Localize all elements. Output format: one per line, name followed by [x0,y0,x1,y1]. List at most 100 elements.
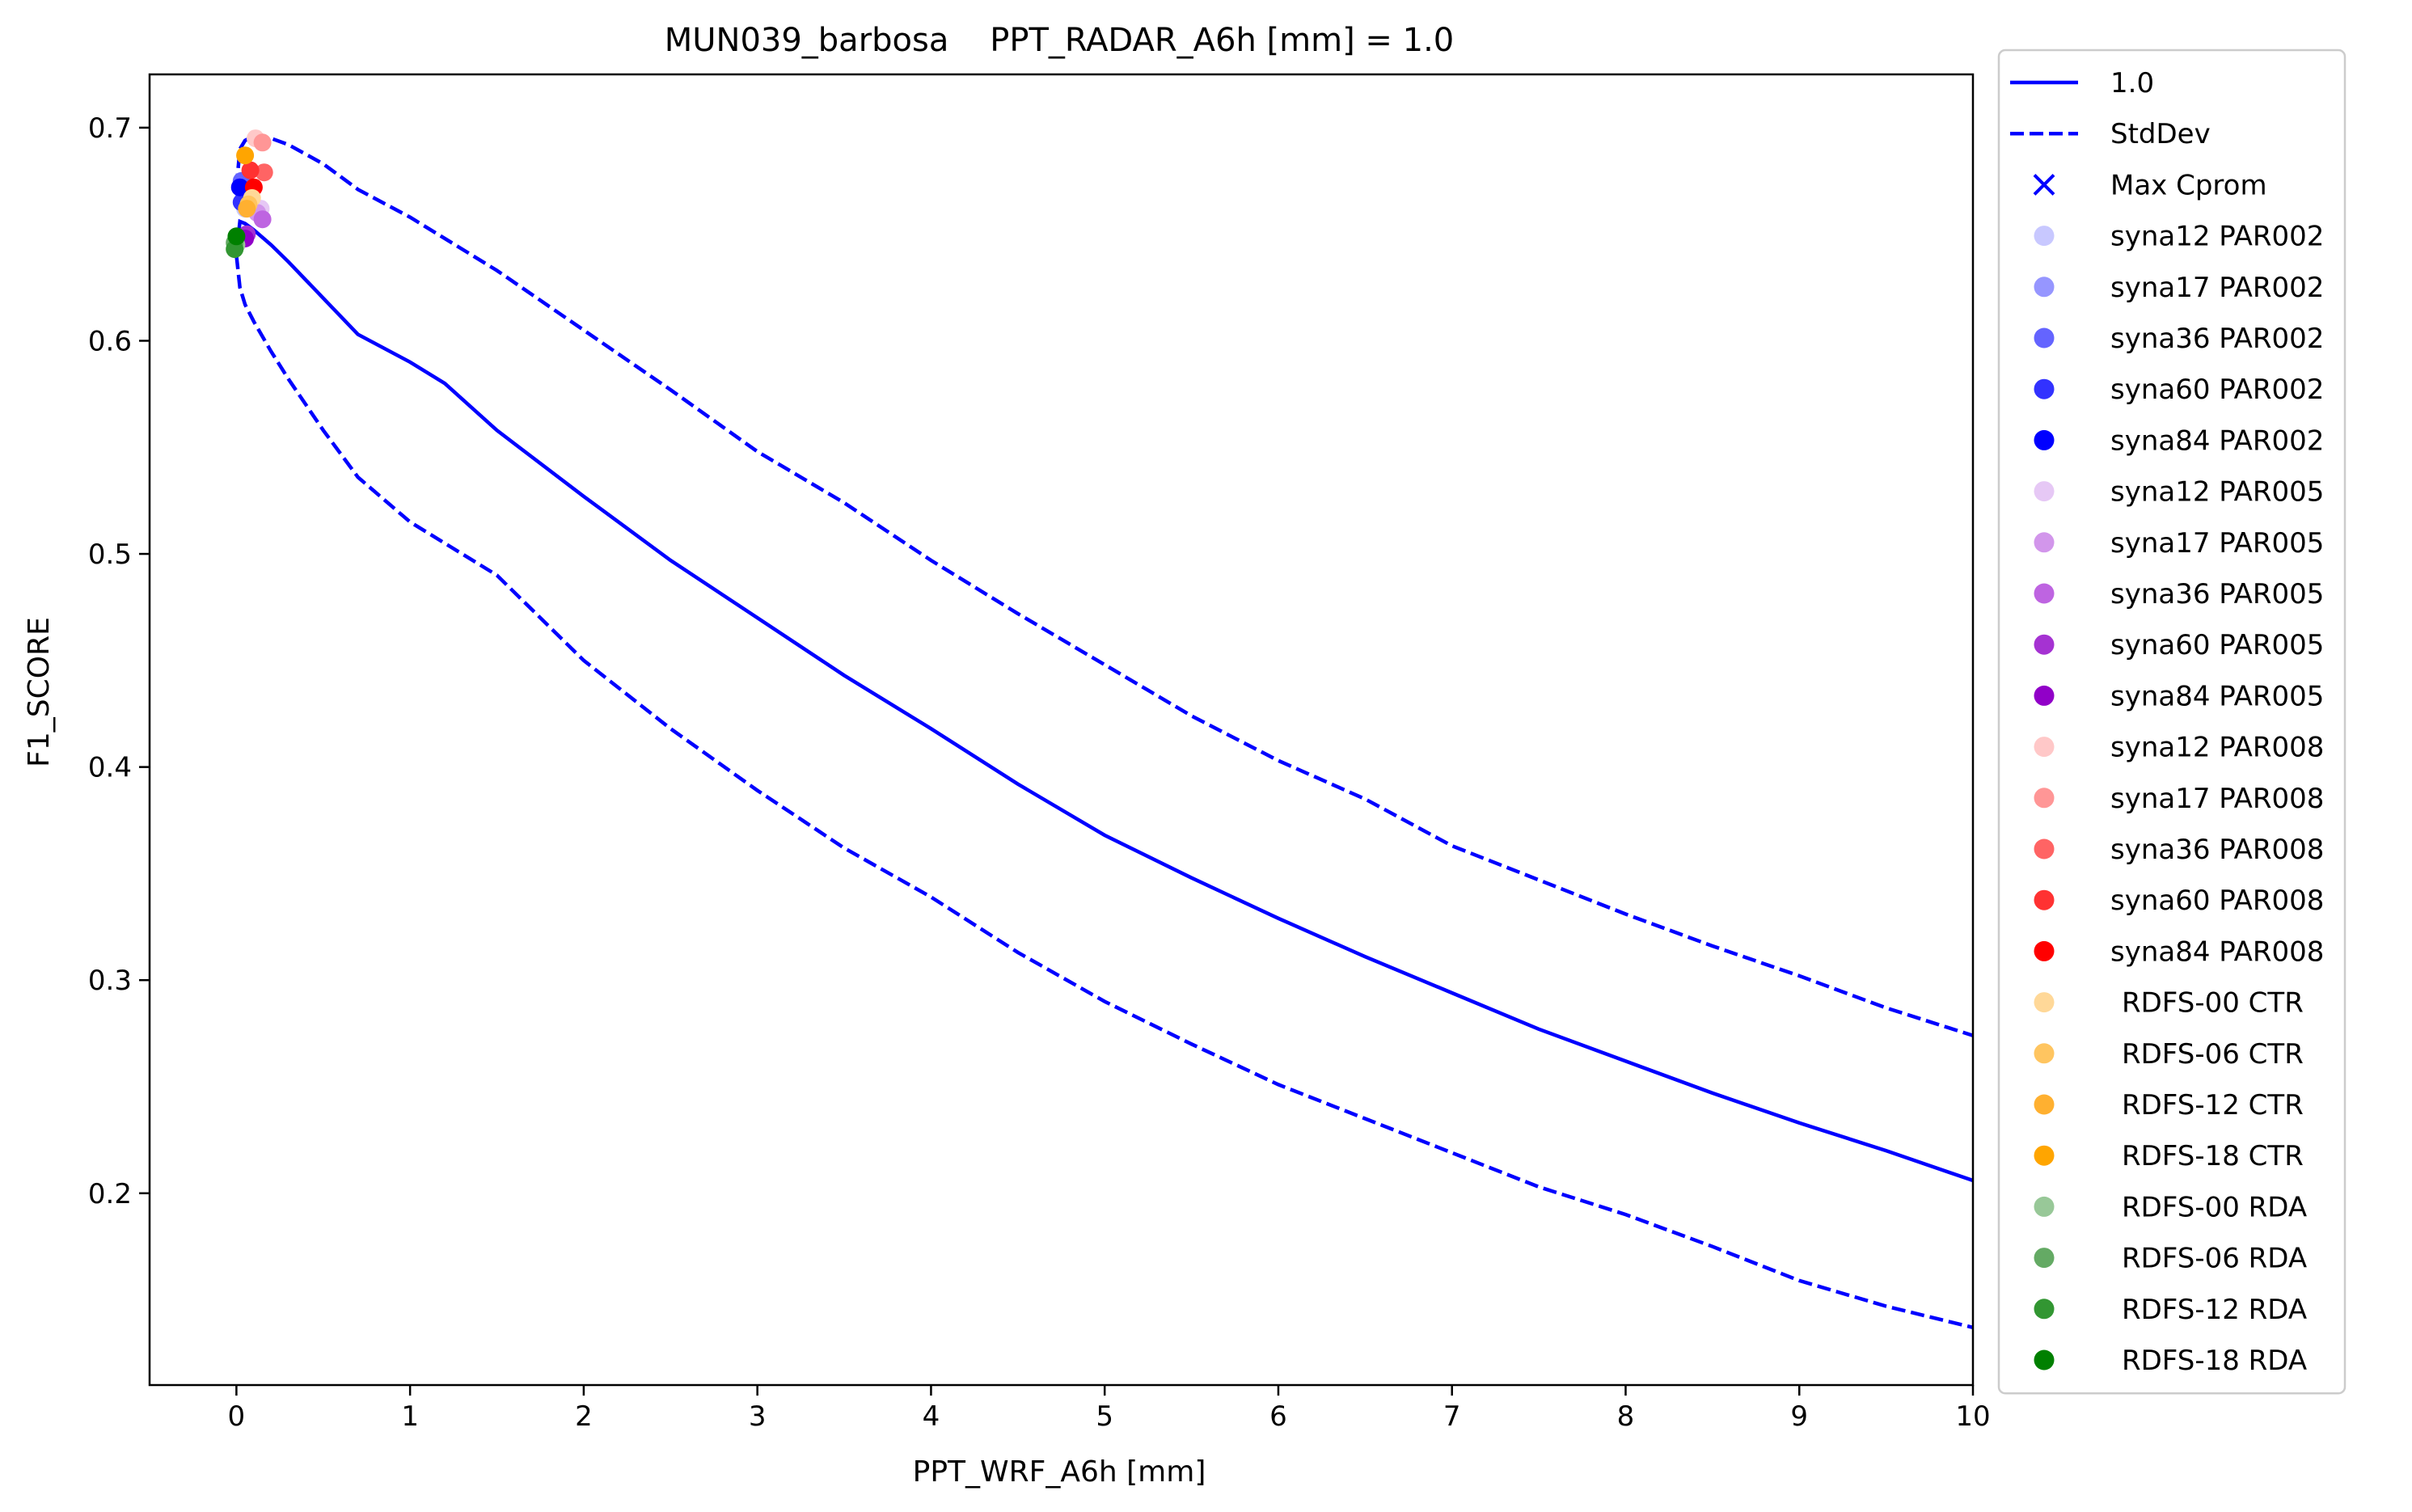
legend-item: RDFS-06 RDA [2034,1243,2307,1275]
legend-item: RDFS-12 CTR [2034,1089,2304,1121]
legend-dot-swatch [2034,1349,2055,1371]
x-tick-label: 4 [923,1400,940,1433]
plot-area [148,73,1975,1387]
legend-item: syna36 PAR008 [2034,834,2324,866]
scatter-point-13 [241,161,260,179]
legend-label: Max Cprom [2110,169,2267,201]
legend-item: syna84 PAR002 [2034,424,2324,457]
legend-label: 1.0 [2110,67,2154,99]
legend-item: 1.0 [2010,67,2154,99]
legend-label: RDFS-12 CTR [2122,1089,2304,1121]
legend-label: RDFS-12 RDA [2122,1294,2307,1326]
legend-dot-swatch [2034,1094,2055,1115]
legend-label: RDFS-00 RDA [2122,1191,2307,1223]
legend-dot-swatch [2034,481,2055,502]
legend-item: syna17 PAR002 [2034,272,2324,304]
series-line-0 [234,218,1973,1183]
legend-item: syna12 PAR005 [2034,476,2324,509]
legend-item: RDFS-06 CTR [2034,1038,2304,1071]
x-tick-label: 6 [1269,1400,1287,1433]
legend-label: syna17 PAR002 [2110,272,2324,304]
x-tick-label: 9 [1790,1400,1808,1433]
legend-label: syna60 PAR002 [2110,374,2324,406]
x-tick-label: 5 [1096,1400,1113,1433]
y-tick-label: 0.5 [88,538,132,571]
legend-label: syna17 PAR008 [2110,783,2324,815]
legend-label: RDFS-18 RDA [2122,1345,2307,1377]
y-tick-label: 0.7 [88,112,132,145]
legend-label: syna84 PAR005 [2110,680,2324,712]
legend: 1.0 StdDev Max Cprom syna12 PAR002 syna17 PA… [1997,49,2347,1395]
legend-label: syna36 PAR005 [2110,578,2324,610]
scatter-point-12 [255,163,273,182]
scatter-point-22 [227,227,246,246]
legend-box [1997,49,2347,1395]
y-axis-label: F1_SCORE [23,617,56,767]
legend-dot-swatch [2034,685,2055,706]
scatter-points [226,129,273,259]
legend-dot-swatch [2034,1043,2055,1064]
scatter-point-4 [230,178,249,196]
legend-dot-swatch [2034,737,2055,758]
plot-frame [148,73,1975,1387]
legend-dot-swatch [2034,788,2055,809]
scatter-point-11 [253,133,272,152]
y-tick-label: 0.2 [88,1178,132,1210]
legend-dot-swatch [2034,838,2055,859]
legend-dot-swatch [2034,277,2055,298]
legend-item: syna12 PAR008 [2034,732,2324,764]
legend-dot-swatch [2034,532,2055,553]
legend-dot-swatch [2034,940,2055,961]
scatter-point-17 [238,200,256,218]
x-axis-label: PPT_WRF_A6h [mm] [913,1455,1206,1489]
x-tick-label: 7 [1443,1400,1461,1433]
legend-item: syna36 PAR005 [2034,578,2324,610]
legend-dot-swatch [2034,378,2055,399]
legend-label: syna12 PAR005 [2110,476,2324,509]
legend-dot-swatch [2034,889,2055,910]
x-tick-label: 3 [749,1400,767,1433]
legend-dot-swatch [2034,583,2055,604]
series-line-1 [234,134,1973,1037]
scatter-point-18 [236,146,255,165]
legend-label: StdDev [2110,118,2211,150]
legend-cross-marker [2033,173,2055,196]
legend-label: RDFS-06 CTR [2122,1038,2304,1071]
scatter-point-7 [253,210,272,229]
legend-item: syna60 PAR002 [2034,374,2324,406]
x-tick-label: 10 [1955,1400,1990,1433]
y-tick-label: 0.6 [88,325,132,357]
legend-item: RDFS-12 RDA [2034,1294,2307,1326]
x-tick-label: 0 [228,1400,246,1433]
legend-item: StdDev [2010,118,2211,150]
legend-dot-swatch [2034,327,2055,348]
legend-item: syna12 PAR002 [2034,221,2324,253]
legend-label: syna36 PAR002 [2110,323,2324,355]
x-tick-label: 8 [1617,1400,1635,1433]
legend-dot-swatch [2034,1145,2055,1166]
legend-label: syna84 PAR002 [2110,424,2324,457]
legend-dot-swatch [2034,1248,2055,1269]
legend-dot-swatch [2034,1299,2055,1320]
chart-title: MUN039_barbosa PPT_RADAR_A6h [mm] = 1.0 [665,22,1455,59]
legend-item: RDFS-18 RDA [2034,1345,2307,1377]
legend-item: syna60 PAR005 [2034,629,2324,661]
legend-label: syna17 PAR005 [2110,527,2324,560]
legend-label: RDFS-06 RDA [2122,1243,2307,1275]
legend-item: Max Cprom [2033,169,2267,201]
legend-dot-swatch [2034,634,2055,655]
x-axis: 0 1 2 3 4 5 6 7 8 9 10 [228,1385,1991,1433]
y-tick-label: 0.4 [88,752,132,784]
y-axis: 0.2 0.3 0.4 0.5 0.6 0.7 [88,112,150,1210]
series-lines [234,134,1973,1329]
legend-label: RDFS-18 CTR [2122,1140,2304,1172]
legend-label: syna12 PAR008 [2110,732,2324,764]
legend-item: syna84 PAR005 [2034,680,2324,712]
legend-item: syna17 PAR008 [2034,783,2324,815]
legend-label: syna60 PAR005 [2110,629,2324,661]
legend-dot-swatch [2034,226,2055,247]
legend-label: syna36 PAR008 [2110,834,2324,866]
legend-item: RDFS-18 CTR [2034,1140,2304,1172]
legend-item: syna17 PAR005 [2034,527,2324,560]
